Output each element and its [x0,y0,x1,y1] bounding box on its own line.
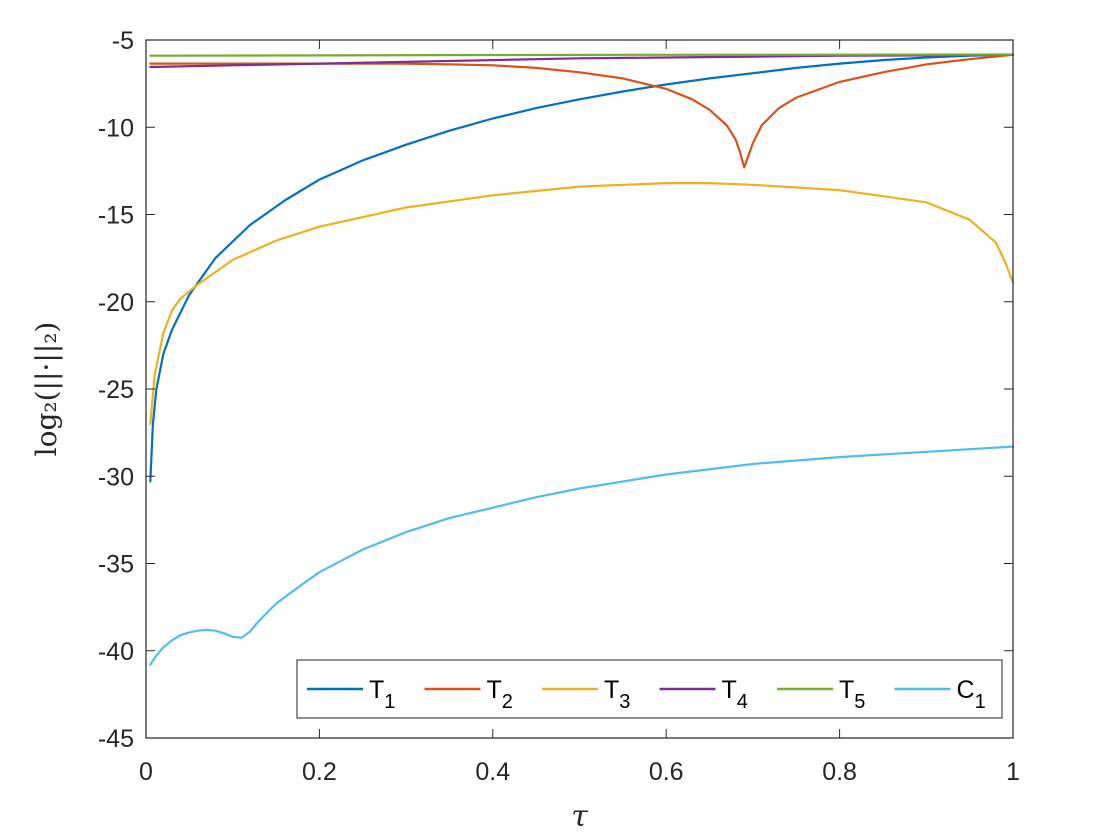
axis-ticks: 0 0.2 0.4 0.6 0.8 1 -5 -10 -15 -20 -25 -30 -35 -40 -45 [98,27,1020,786]
series-line-t1 [149,53,1015,483]
y-axis-label: log₂(||·||₂) [30,322,63,457]
x-tick-label: 0.2 [302,758,337,786]
y-tick-label: -25 [98,376,134,404]
x-axis-label: τ [571,799,588,834]
series-lines [149,53,1015,666]
series-line-t5 [149,53,1015,57]
x-tick-label: 1 [1006,758,1020,786]
series-line-t3 [149,182,1015,425]
legend-label: T4 [722,676,748,713]
legend-label: T2 [487,676,513,713]
series-line-t2 [149,53,1015,169]
x-tick-label: 0 [139,758,153,786]
x-tick-label: 0.6 [649,758,684,786]
legend-label: T5 [839,676,865,713]
y-tick-label: -40 [98,638,134,666]
legend-label: T1 [369,676,395,713]
legend: T1 T2 T3 T4 T5 C1 [296,659,1003,719]
x-tick-label: 0.8 [822,758,857,786]
y-tick-label: -5 [112,27,134,55]
series-line-c1 [149,445,1015,666]
y-tick-label: -35 [98,551,134,579]
y-tick-label: -20 [98,289,134,317]
y-tick-label: -45 [98,725,134,753]
x-tick-label: 0.4 [475,758,510,786]
y-tick-label: -30 [98,463,134,491]
legend-box [296,659,1003,719]
y-tick-label: -10 [98,114,134,142]
legend-label: C1 [957,676,986,713]
axes-box [145,39,1014,739]
y-tick-label: -15 [98,202,134,230]
legend-label: T3 [604,676,630,713]
